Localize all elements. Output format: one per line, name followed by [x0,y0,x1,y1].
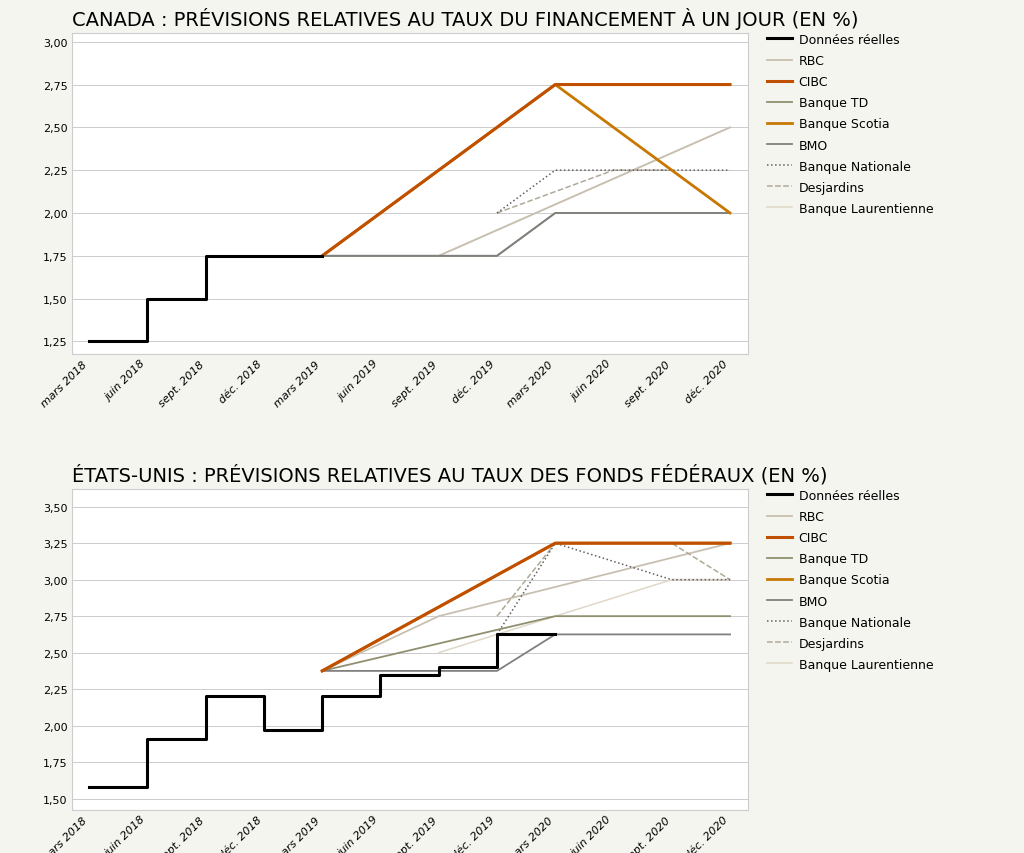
Legend: Données réelles, RBC, CIBC, Banque TD, Banque Scotia, BMO, Banque Nationale, Des: Données réelles, RBC, CIBC, Banque TD, B… [767,490,933,671]
Text: ÉTATS-UNIS : PRÉVISIONS RELATIVES AU TAUX DES FONDS FÉDÉRAUX (EN %): ÉTATS-UNIS : PRÉVISIONS RELATIVES AU TAU… [72,465,827,485]
Legend: Données réelles, RBC, CIBC, Banque TD, Banque Scotia, BMO, Banque Nationale, Des: Données réelles, RBC, CIBC, Banque TD, B… [767,34,933,216]
Text: CANADA : PRÉVISIONS RELATIVES AU TAUX DU FINANCEMENT À UN JOUR (EN %): CANADA : PRÉVISIONS RELATIVES AU TAUX DU… [72,8,858,30]
